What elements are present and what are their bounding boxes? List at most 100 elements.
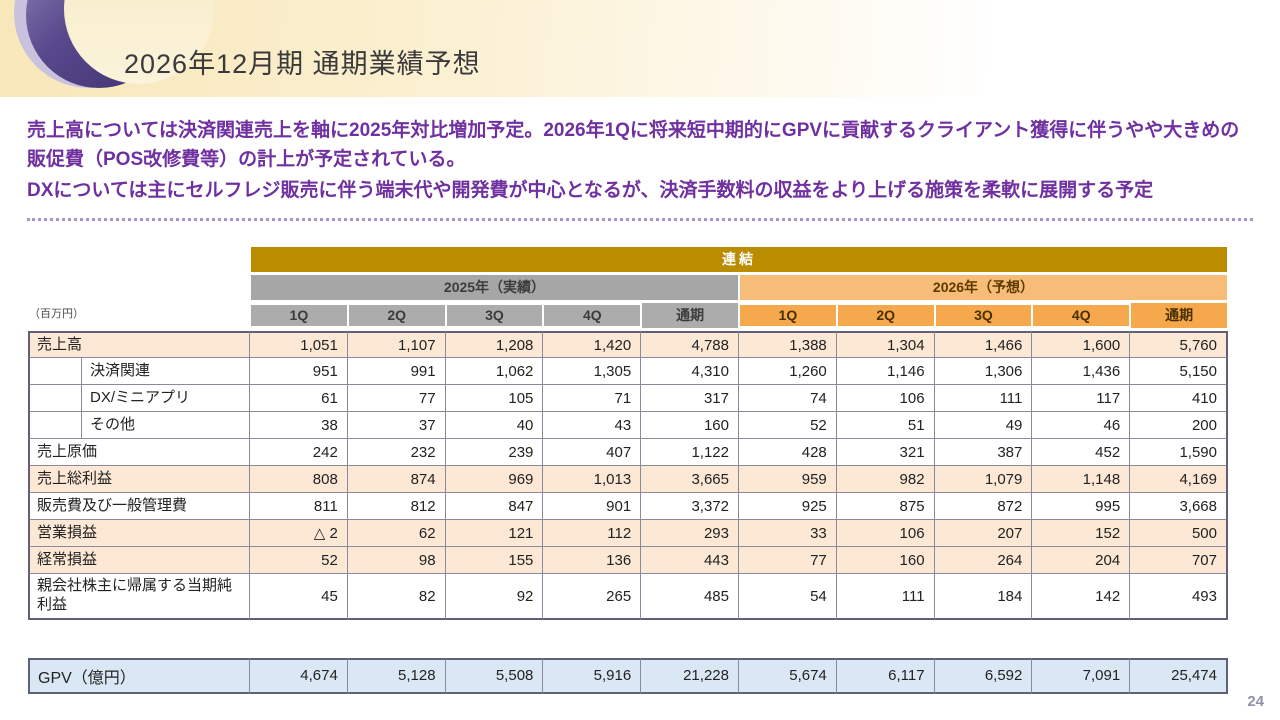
- dotted-divider: [27, 217, 1253, 221]
- value-cell: 901: [543, 493, 642, 521]
- value-cell: 82: [347, 574, 446, 620]
- value-cell: 160: [836, 547, 935, 575]
- value-cell: 982: [836, 466, 935, 494]
- actual-group-cell: 2025年（実績）: [250, 274, 739, 303]
- value-cell: 410: [1130, 385, 1228, 413]
- value-cell: 111: [836, 574, 935, 620]
- value-cell: 38: [250, 412, 348, 440]
- value-cell: 321: [836, 439, 935, 467]
- financial-results-table: 連結 2025年（実績） 2026年（予想） （百万円） 1Q 2Q 3Q 4Q 通期 1…: [28, 246, 1228, 620]
- value-cell: 811: [250, 493, 348, 521]
- value-cell: 264: [934, 547, 1033, 575]
- forecast-quarter-header: 通期: [1131, 302, 1227, 328]
- row-label: 売上総利益: [28, 466, 250, 494]
- value-cell: 874: [347, 466, 446, 494]
- value-cell: 111: [934, 385, 1033, 413]
- value-cell: 106: [836, 520, 935, 548]
- value-cell: 52: [738, 412, 837, 440]
- value-cell: 1,436: [1032, 358, 1131, 386]
- slide-header: 2026年12月期 通期業績予想: [0, 0, 1280, 97]
- value-cell: 1,208: [445, 330, 544, 359]
- value-cell: 40: [445, 412, 544, 440]
- value-cell: 3,372: [641, 493, 739, 521]
- value-cell: 485: [641, 574, 739, 620]
- value-cell: 493: [1130, 574, 1228, 620]
- value-cell: 1,388: [738, 330, 837, 359]
- header-spacer: [28, 247, 250, 275]
- value-cell: 1,600: [1032, 330, 1131, 359]
- row-label: その他: [28, 412, 250, 440]
- quarter-header-cell: 4Q: [543, 303, 641, 331]
- value-cell: 1,466: [934, 330, 1033, 359]
- consolidated-header-cell: 連結: [250, 246, 1228, 275]
- summary-paragraph-2: DXについては主にセルフレジ販売に伴う端末代や開発費が中心となるが、決済手数料の…: [27, 179, 1154, 201]
- value-cell: 4,788: [641, 330, 739, 359]
- gpv-value-cell: 4,674: [250, 657, 348, 694]
- value-cell: 951: [250, 358, 348, 386]
- value-cell: 3,668: [1130, 493, 1228, 521]
- gpv-value-cell: 25,474: [1130, 657, 1228, 694]
- value-cell: 808: [250, 466, 348, 494]
- actual-quarter-header: 通期: [642, 302, 738, 328]
- value-cell: 872: [934, 493, 1033, 521]
- table-row: その他 38 37 40 43 160 52 51 49 46 200: [28, 412, 1228, 440]
- unit-label: （百万円）: [29, 308, 84, 321]
- forecast-quarter-header: 1Q: [739, 304, 836, 326]
- row-label: 親会社株主に帰属する当期純利益: [28, 574, 250, 620]
- value-cell: 1,306: [934, 358, 1033, 386]
- actual-quarter-header: 2Q: [348, 304, 445, 326]
- value-cell: 3,665: [641, 466, 739, 494]
- header-spacer: [28, 275, 250, 303]
- table-row: 決済関連 951 991 1,062 1,305 4,310 1,260 1,146 1,306…: [28, 358, 1228, 386]
- value-cell: 707: [1130, 547, 1228, 575]
- value-cell: 847: [445, 493, 544, 521]
- value-cell: 49: [934, 412, 1033, 440]
- value-cell: 62: [347, 520, 446, 548]
- value-cell: 184: [934, 574, 1033, 620]
- table-row: 営業損益 △ 2 62 121 112 293 33 106 207 152 500: [28, 520, 1228, 548]
- value-cell: 875: [836, 493, 935, 521]
- value-cell: 46: [1032, 412, 1131, 440]
- value-cell: 43: [543, 412, 642, 440]
- summary-paragraph-1: 売上高については決済関連売上を軸に2025年対比増加予定。2026年1Qに将来短…: [27, 120, 1240, 170]
- value-cell: 995: [1032, 493, 1131, 521]
- value-cell: 1,590: [1130, 439, 1228, 467]
- row-label: DX/ミニアプリ: [28, 385, 250, 413]
- value-cell: 452: [1032, 439, 1131, 467]
- table-row: 親会社株主に帰属する当期純利益 45 82 92 265 485 54 111 184 142 49…: [28, 574, 1228, 620]
- value-cell: 45: [250, 574, 348, 620]
- value-cell: 54: [738, 574, 837, 620]
- page-title: 2026年12月期 通期業績予想: [124, 49, 481, 79]
- value-cell: 1,148: [1032, 466, 1131, 494]
- summary-text-block: 売上高については決済関連売上を軸に2025年対比増加予定。2026年1Qに将来短…: [27, 117, 1253, 206]
- forecast-group-cell: 2026年（予想）: [739, 274, 1228, 303]
- value-cell: 77: [738, 547, 837, 575]
- gpv-value-cell: 7,091: [1032, 657, 1131, 694]
- value-cell: 136: [543, 547, 642, 575]
- value-cell: 4,310: [641, 358, 739, 386]
- value-cell: 1,305: [543, 358, 642, 386]
- page-number: 24: [1247, 693, 1264, 710]
- forecast-quarter-header: 4Q: [1033, 304, 1130, 326]
- value-cell: 77: [347, 385, 446, 413]
- value-cell: 959: [738, 466, 837, 494]
- value-cell: 207: [934, 520, 1033, 548]
- value-cell: 387: [934, 439, 1033, 467]
- gpv-table: GPV（億円） 4,674 5,128 5,508 5,916 21,228 5,674 6…: [28, 657, 1228, 694]
- value-cell: 117: [1032, 385, 1131, 413]
- value-cell: 160: [641, 412, 739, 440]
- value-cell: 232: [347, 439, 446, 467]
- quarter-header-cell: 3Q: [935, 303, 1033, 331]
- table-row: 経常損益 52 98 155 136 443 77 160 264 204 707: [28, 547, 1228, 575]
- value-cell: 112: [543, 520, 642, 548]
- value-cell: 991: [347, 358, 446, 386]
- row-label: 販売費及び一般管理費: [28, 493, 250, 521]
- value-cell: 61: [250, 385, 348, 413]
- value-cell: △ 2: [250, 520, 348, 548]
- quarter-header-cell: 1Q: [250, 303, 348, 331]
- value-cell: 92: [445, 574, 544, 620]
- actual-quarter-header: 1Q: [251, 304, 347, 326]
- value-cell: 142: [1032, 574, 1131, 620]
- forecast-quarter-header: 2Q: [837, 304, 934, 326]
